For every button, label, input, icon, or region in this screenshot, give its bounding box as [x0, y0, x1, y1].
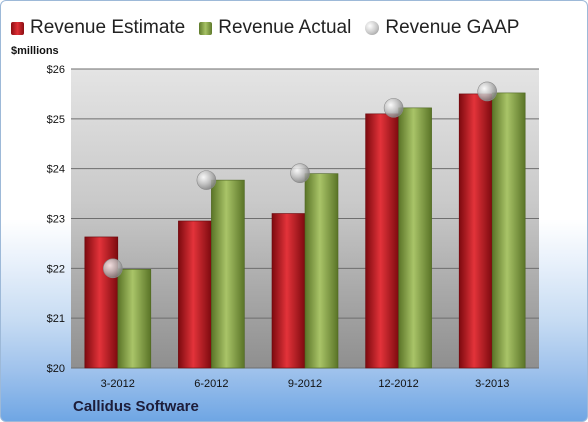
x-tick-label: 6-2012	[194, 378, 228, 390]
marker-revenue-gaap	[290, 163, 310, 183]
x-axis-ticks: 3-2012 6-2012 9-2012 12-2012 3-2013	[101, 378, 510, 390]
legend-label-actual: Revenue Actual	[218, 17, 352, 38]
bar-revenue-actual	[398, 107, 432, 369]
legend-swatch-estimate	[11, 21, 24, 35]
x-tick-label: 9-2012	[288, 378, 322, 390]
bar-revenue-actual	[304, 173, 339, 369]
y-axis-ticks: $20 $21 $22 $23 $24 $25 $26	[47, 64, 65, 375]
x-tick-label: 3-2013	[475, 378, 509, 390]
y-tick-label: $26	[47, 64, 65, 76]
bar-revenue-estimate	[458, 93, 493, 369]
legend-swatch-actual	[199, 21, 213, 35]
bar-revenue-actual	[491, 92, 526, 369]
legend-label-estimate: Revenue Estimate	[30, 17, 186, 38]
bar-revenue-estimate	[178, 220, 212, 369]
y-tick-label: $25	[47, 114, 65, 126]
x-tick-label: 12-2012	[378, 378, 418, 390]
legend-item-actual: Revenue Actual	[199, 17, 351, 39]
legend-item-estimate: Revenue Estimate	[11, 17, 185, 39]
company-name: Callidus Software	[73, 398, 199, 415]
gaap-markers	[103, 81, 498, 279]
bar-revenue-estimate	[271, 213, 306, 369]
bar-revenue-estimate	[84, 236, 119, 369]
bar-revenue-actual	[117, 269, 152, 369]
y-tick-label: $22	[47, 263, 65, 275]
y-tick-label: $21	[47, 313, 65, 325]
marker-revenue-gaap	[477, 81, 498, 102]
legend-swatch-gaap	[365, 21, 380, 35]
bars	[84, 92, 526, 369]
y-tick-label: $23	[47, 214, 65, 226]
legend-item-gaap: Revenue GAAP	[365, 17, 519, 39]
x-tick-label: 3-2012	[101, 378, 135, 390]
bar-revenue-estimate	[365, 113, 399, 369]
marker-revenue-gaap	[196, 170, 217, 190]
y-tick-label: $24	[47, 164, 65, 176]
y-tick-label: $20	[47, 363, 65, 375]
y-axis-label: $millions	[11, 45, 59, 57]
marker-revenue-gaap	[103, 258, 123, 279]
chart-legend: Revenue Estimate Revenue Actual Revenue …	[11, 15, 533, 41]
marker-revenue-gaap	[383, 98, 404, 118]
bar-revenue-actual	[211, 179, 245, 369]
legend-label-gaap: Revenue GAAP	[385, 17, 520, 38]
